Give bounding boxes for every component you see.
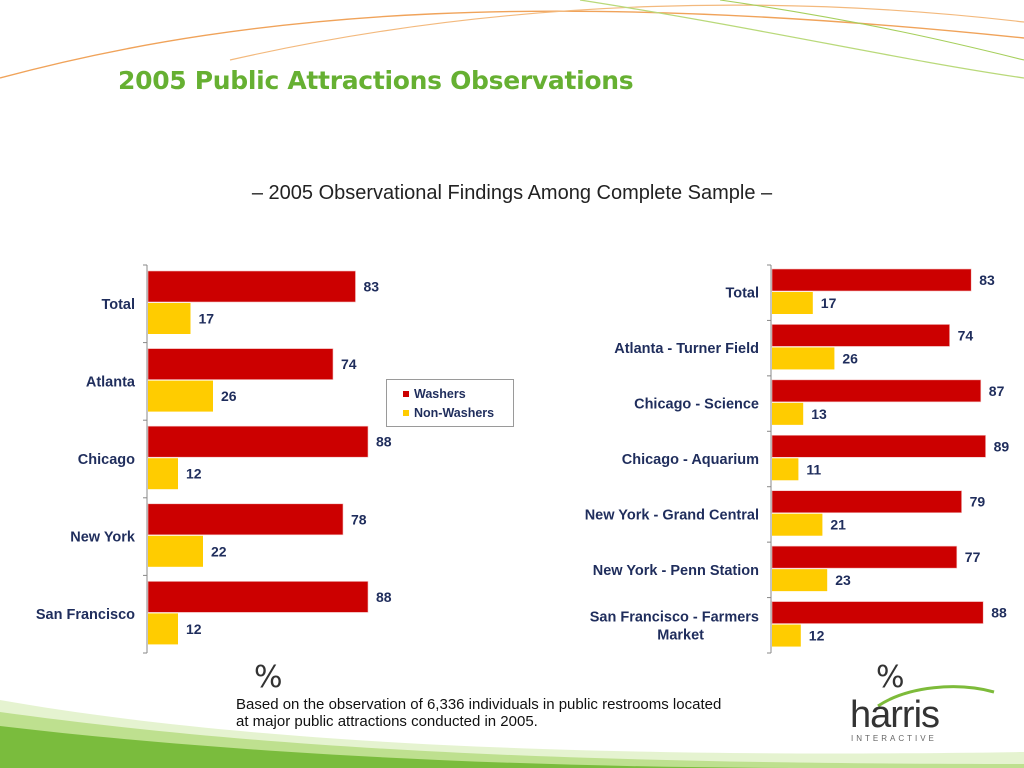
logo-tagline: INTERACTIVE bbox=[851, 734, 937, 743]
venue-value-label: 17 bbox=[821, 295, 837, 311]
city-value-label: 83 bbox=[364, 279, 380, 295]
venue-category-label: New York - Grand Central bbox=[585, 507, 759, 523]
venue-bar-washers bbox=[771, 490, 962, 514]
venue-value-label: 13 bbox=[811, 406, 827, 422]
logo-swoosh-icon bbox=[877, 685, 995, 708]
venue-value-label: 11 bbox=[806, 461, 821, 477]
percent-unit-right: % bbox=[876, 660, 905, 695]
legend-swatch-non-washers bbox=[403, 409, 409, 416]
venue-value-label: 87 bbox=[989, 383, 1005, 399]
city-value-label: 88 bbox=[376, 434, 392, 450]
slide-title: 2005 Public Attractions Observations bbox=[118, 66, 634, 95]
legend-label-washers: Washers bbox=[414, 386, 466, 401]
city-value-label: 26 bbox=[221, 388, 237, 404]
city-bar-non-washers bbox=[148, 458, 178, 490]
venue-bar-washers bbox=[771, 324, 950, 347]
venue-bar-washers bbox=[771, 434, 986, 458]
city-value-label: 78 bbox=[351, 511, 367, 527]
city-category-label: Atlanta bbox=[86, 374, 136, 390]
venue-bar-non-washers bbox=[772, 402, 804, 425]
venue-bar-non-washers bbox=[772, 347, 835, 370]
logo-wordmark: harris bbox=[850, 694, 940, 736]
venue-bar-non-washers bbox=[772, 624, 801, 647]
city-category-label: Total bbox=[101, 297, 135, 313]
venue-category-label: New York - Penn Station bbox=[593, 563, 759, 579]
city-value-label: 12 bbox=[186, 621, 202, 637]
city-category-label: New York bbox=[70, 530, 136, 546]
venue-value-label: 23 bbox=[835, 572, 851, 588]
venue-value-label: 89 bbox=[994, 438, 1010, 454]
city-bar-non-washers bbox=[148, 535, 203, 567]
venue-category-label: Chicago - Aquarium bbox=[622, 452, 759, 468]
venue-bar-non-washers bbox=[772, 292, 813, 314]
city-bar-non-washers bbox=[148, 303, 191, 334]
city-value-label: 74 bbox=[341, 356, 357, 372]
venue-bar-washers bbox=[771, 601, 984, 624]
city-value-label: 17 bbox=[199, 311, 215, 327]
venue-value-label: 79 bbox=[970, 494, 986, 510]
city-value-label: 88 bbox=[376, 589, 392, 605]
venue-category-label-line: San Francisco - Farmers bbox=[590, 609, 759, 625]
percent-unit-left: % bbox=[254, 660, 283, 695]
venue-value-label: 77 bbox=[965, 549, 981, 565]
city-bar-non-washers bbox=[148, 380, 213, 412]
city-bar-washers bbox=[147, 581, 369, 613]
city-value-label: 22 bbox=[211, 543, 227, 559]
city-value-label: 12 bbox=[186, 466, 202, 482]
chart-by-city: Total 83 17 Atlanta 74 26 Chicago 88 12 New York 7… bbox=[36, 264, 392, 654]
harris-logo: harris INTERACTIVE bbox=[848, 680, 998, 750]
venue-bar-washers bbox=[771, 268, 972, 292]
venue-value-label: 74 bbox=[958, 327, 974, 343]
city-bar-washers bbox=[147, 270, 356, 303]
city-bar-non-washers bbox=[148, 613, 178, 645]
venue-category-label: Atlanta - Turner Field bbox=[614, 341, 759, 357]
venue-bar-non-washers bbox=[772, 458, 799, 481]
venue-category-label-line: Market bbox=[657, 627, 704, 643]
venue-value-label: 88 bbox=[991, 605, 1007, 621]
city-bar-washers bbox=[147, 425, 369, 458]
venue-value-label: 12 bbox=[809, 628, 825, 644]
legend-item-washers: Washers bbox=[403, 384, 513, 403]
legend-swatch-washers bbox=[403, 390, 409, 397]
legend-item-non-washers: Non-Washers bbox=[403, 403, 513, 422]
chart-by-venue: Total 83 17 Atlanta - Turner Field 74 26 Chica… bbox=[585, 264, 1010, 654]
venue-category-label: Chicago - Science bbox=[634, 397, 759, 413]
footnote-line-1: Based on the observation of 6,336 indivi… bbox=[236, 696, 722, 713]
venue-value-label: 21 bbox=[830, 517, 846, 533]
venue-bar-washers bbox=[771, 545, 958, 569]
city-bar-washers bbox=[147, 348, 334, 380]
city-category-label: Chicago bbox=[78, 452, 135, 468]
venue-category-label: Total bbox=[725, 286, 759, 302]
venue-value-label: 26 bbox=[842, 350, 858, 366]
footnote-line-2: at major public attractions conducted in… bbox=[236, 713, 538, 730]
slide-subtitle: – 2005 Observational Findings Among Comp… bbox=[251, 182, 773, 204]
city-category-label: San Francisco bbox=[36, 607, 135, 623]
legend-label-non-washers: Non-Washers bbox=[414, 405, 495, 420]
venue-bar-non-washers bbox=[772, 569, 828, 592]
venue-bar-non-washers bbox=[772, 513, 823, 536]
chart-legend: Washers Non-Washers bbox=[386, 379, 514, 427]
venue-value-label: 83 bbox=[979, 272, 995, 288]
footnote: Based on the observation of 6,336 indivi… bbox=[236, 696, 806, 730]
venue-bar-washers bbox=[771, 379, 982, 403]
city-bar-washers bbox=[147, 503, 344, 536]
venue-category-label: San Francisco - Farmers Market bbox=[590, 609, 759, 643]
